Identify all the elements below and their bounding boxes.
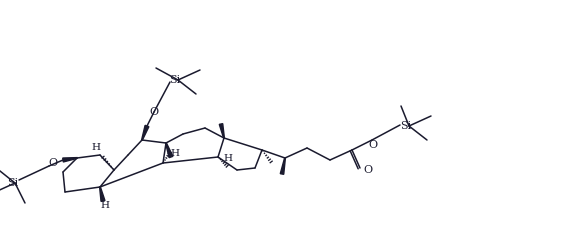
Polygon shape [142,125,149,140]
Text: H: H [92,142,101,151]
Polygon shape [99,187,105,201]
Text: Si: Si [169,75,180,85]
Text: H: H [101,200,110,209]
Text: H: H [170,148,179,158]
Text: Si: Si [7,178,19,188]
Text: O: O [48,158,57,168]
Polygon shape [219,124,224,138]
Text: H: H [224,153,233,163]
Text: O: O [369,140,378,150]
Text: O: O [149,107,158,117]
Polygon shape [166,143,173,158]
Text: Si: Si [400,121,411,131]
Polygon shape [280,158,285,174]
Text: O: O [364,165,373,175]
Polygon shape [63,158,77,162]
